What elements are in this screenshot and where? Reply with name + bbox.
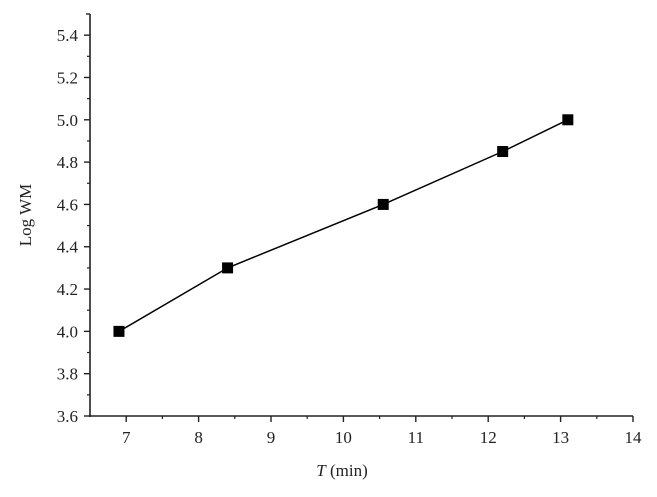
y-tick-label: 5.2 bbox=[57, 68, 78, 87]
x-tick-label: 8 bbox=[194, 428, 203, 447]
x-tick-label: 7 bbox=[122, 428, 131, 447]
plot-area bbox=[113, 114, 574, 337]
x-tick-label: 9 bbox=[267, 428, 276, 447]
y-tick-label: 4.0 bbox=[57, 322, 78, 341]
data-point-marker bbox=[562, 114, 574, 126]
x-axis-label-variable: T bbox=[316, 461, 327, 480]
x-tick-label: 12 bbox=[480, 428, 497, 447]
y-tick-label: 3.6 bbox=[57, 407, 78, 426]
y-tick-label: 4.8 bbox=[57, 153, 78, 172]
data-point-marker bbox=[113, 325, 125, 337]
y-tick-label: 5.0 bbox=[57, 111, 78, 130]
y-tick-label: 4.2 bbox=[57, 280, 78, 299]
x-tick-label: 10 bbox=[335, 428, 352, 447]
y-tick-label: 4.6 bbox=[57, 195, 78, 214]
x-axis-label: T (min) bbox=[316, 461, 368, 480]
data-point-marker bbox=[497, 146, 509, 158]
y-tick-label: 4.4 bbox=[57, 238, 79, 257]
y-axis: 3.6 3.8 4.0 4.2 4.4 4.6 4.8 5.0 5.2 5.4 bbox=[57, 13, 91, 426]
y-tick-label: 5.4 bbox=[57, 26, 79, 45]
x-tick-label: 13 bbox=[552, 428, 569, 447]
y-axis-label: Log WM bbox=[16, 184, 35, 247]
y-tick-label: 3.8 bbox=[57, 365, 78, 384]
data-point-marker bbox=[222, 262, 234, 274]
data-point-marker bbox=[377, 198, 389, 210]
x-axis: 7 8 9 10 11 12 13 14 bbox=[89, 415, 643, 447]
x-tick-label: 11 bbox=[408, 428, 424, 447]
x-tick-label: 14 bbox=[625, 428, 643, 447]
x-axis-label-unit: (min) bbox=[326, 461, 368, 480]
